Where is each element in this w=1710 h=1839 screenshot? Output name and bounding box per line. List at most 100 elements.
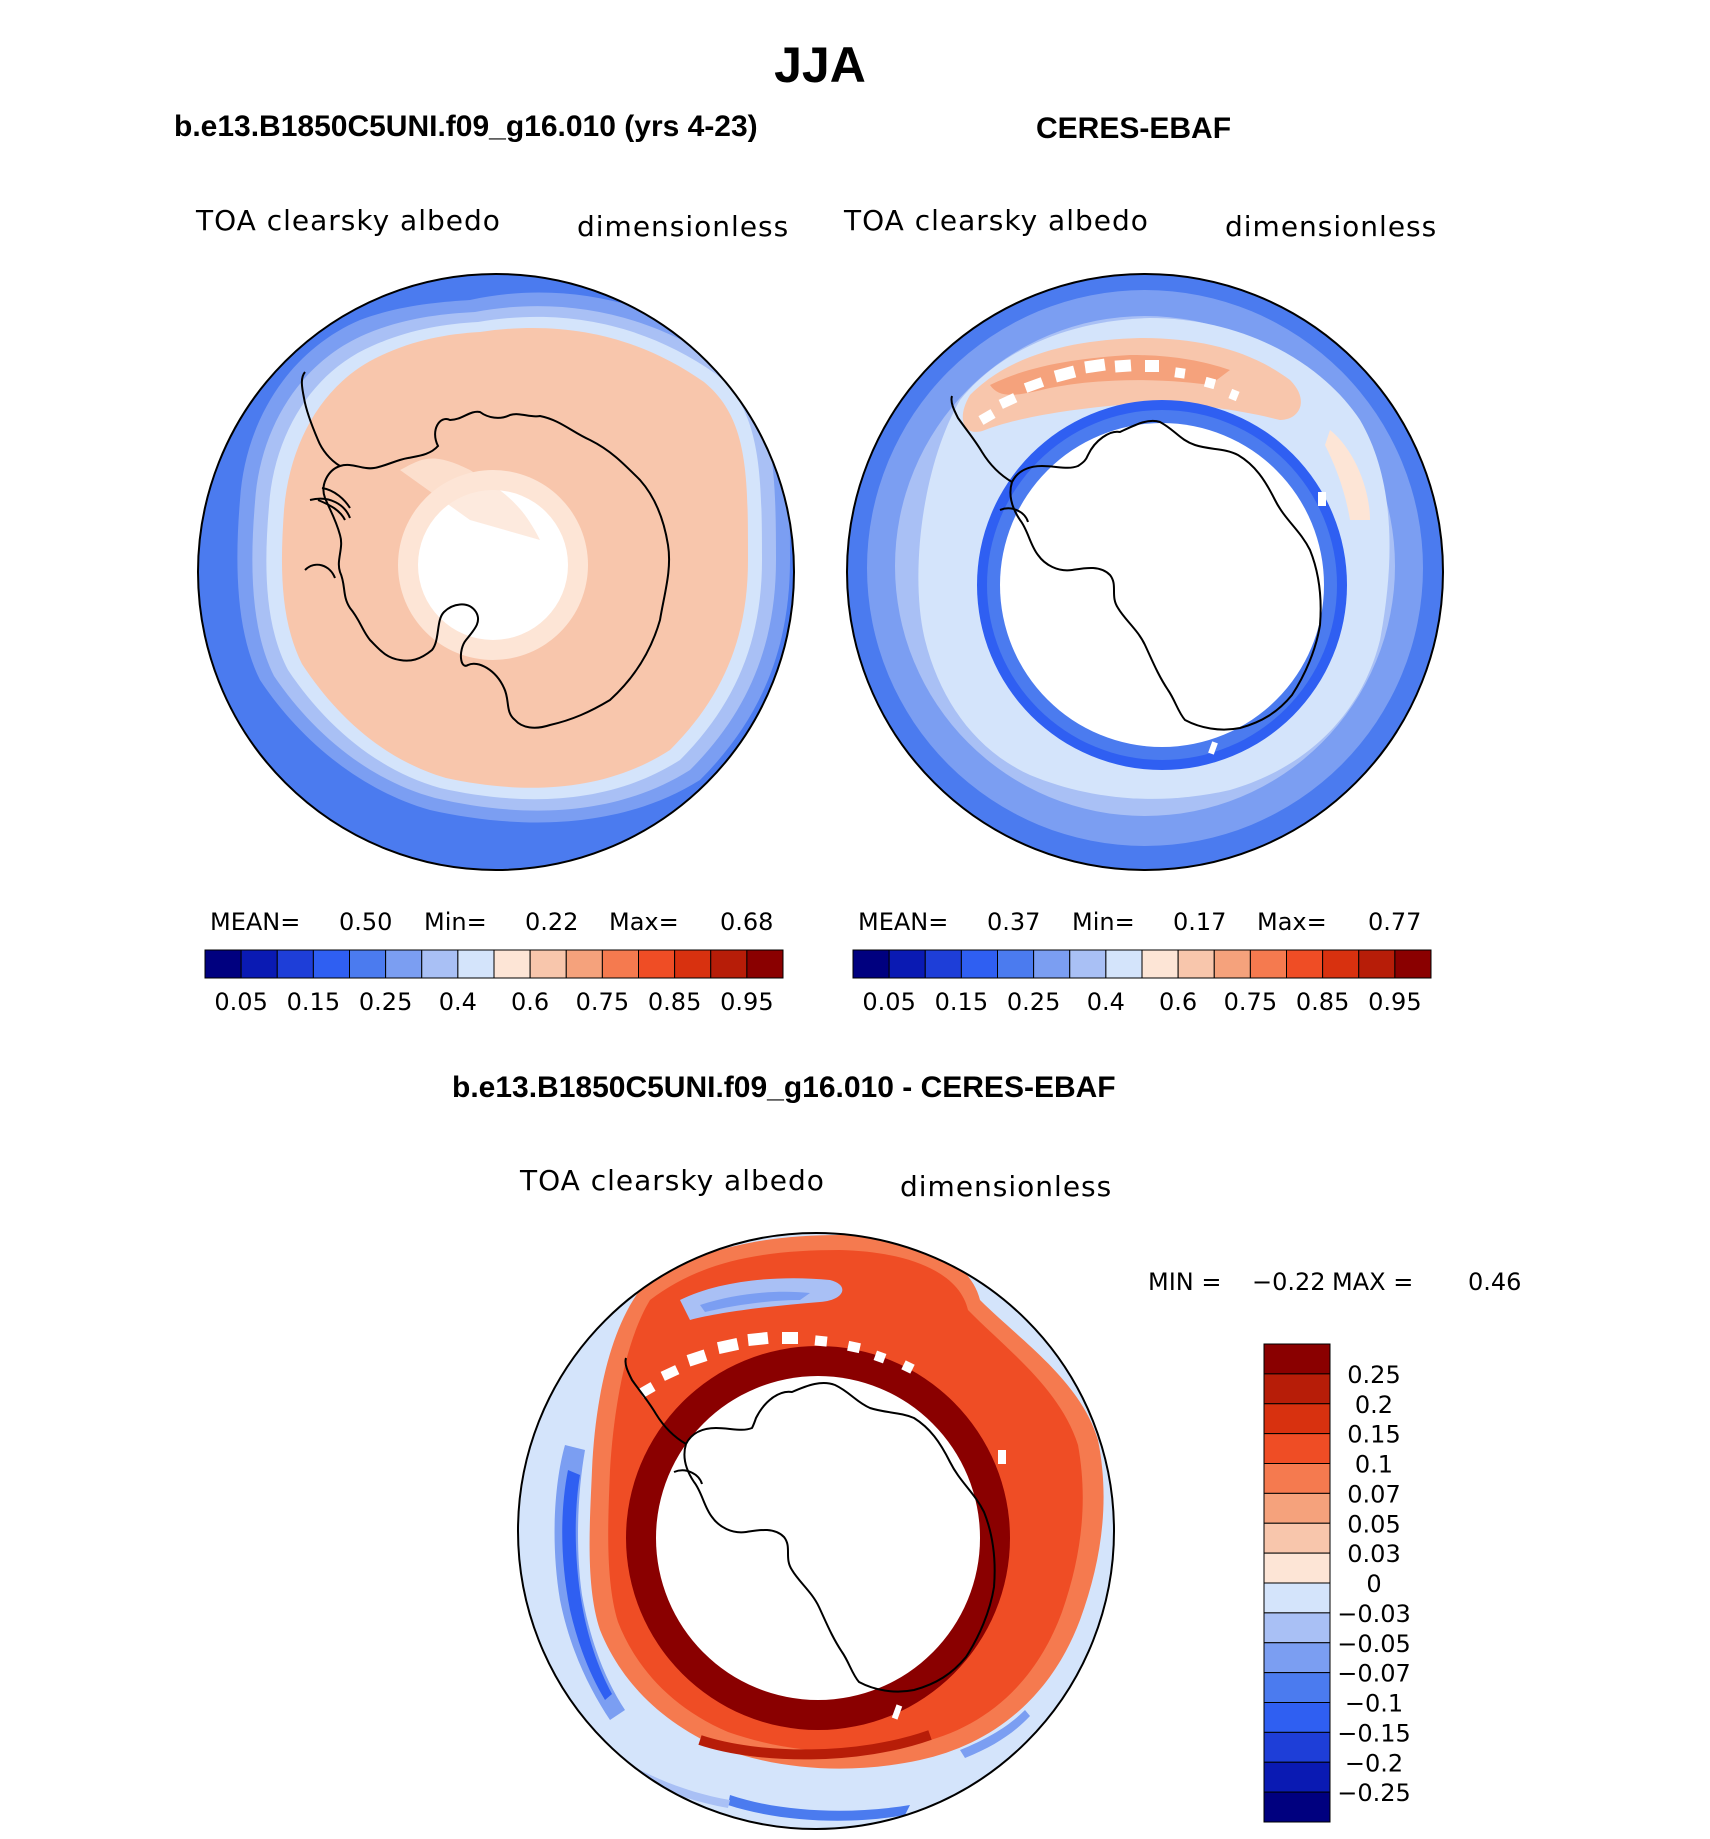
model-colorbar-swatch-8 bbox=[493, 949, 531, 979]
model-colorbar-swatch-13 bbox=[674, 949, 712, 979]
obs-colorbar-swatch-3 bbox=[960, 949, 998, 979]
diff-var-label: TOA clearsky albedo bbox=[520, 1164, 825, 1197]
obs-colorbar-tick-label: 0.05 bbox=[862, 988, 915, 1016]
diff-colorbar-tick-label: 0.15 bbox=[1347, 1421, 1400, 1449]
model-min-label: Min= bbox=[424, 908, 487, 936]
model-colorbar-swatch-10 bbox=[565, 949, 603, 979]
diff-colorbar-swatch-14 bbox=[1263, 1761, 1331, 1793]
model-colorbar-swatch-6 bbox=[421, 949, 459, 979]
model-colorbar-swatch-7 bbox=[457, 949, 495, 979]
obs-colorbar-swatch-9 bbox=[1177, 949, 1215, 979]
model-colorbar-tick-label: 0.95 bbox=[720, 988, 773, 1016]
obs-colorbar-tick-label: 0.6 bbox=[1159, 988, 1197, 1016]
obs-colorbar-swatch-1 bbox=[888, 949, 926, 979]
diff-min-label: MIN = bbox=[1148, 1268, 1222, 1296]
obs-panel-title: CERES-EBAF bbox=[1036, 112, 1232, 145]
model-colorbar-swatch-0 bbox=[204, 949, 242, 979]
diff-colorbar-swatch-0 bbox=[1263, 1343, 1331, 1375]
model-var-label: TOA clearsky albedo bbox=[196, 204, 501, 237]
diff-colorbar-swatch-13 bbox=[1263, 1731, 1331, 1763]
obs-colorbar-swatch-10 bbox=[1213, 949, 1251, 979]
diff-colorbar-tick-label: −0.03 bbox=[1337, 1600, 1411, 1628]
season-title: JJA bbox=[774, 37, 866, 93]
obs-colorbar-tick-label: 0.15 bbox=[935, 988, 988, 1016]
obs-colorbar-swatch-5 bbox=[1033, 949, 1071, 979]
model-colorbar-swatch-12 bbox=[638, 949, 676, 979]
model-colorbar-swatch-1 bbox=[240, 949, 278, 979]
obs-colorbar-swatch-15 bbox=[1394, 949, 1432, 979]
model-colorbar: 0.05 0.15 0.25 0.4 0.6 0.75 0.85 0.95 bbox=[204, 949, 784, 1016]
model-max-label: Max= bbox=[609, 908, 679, 936]
diff-colorbar-tick-label: 0.03 bbox=[1347, 1540, 1400, 1568]
diff-colorbar-tick-label: 0.2 bbox=[1355, 1391, 1393, 1419]
model-colorbar-tick-label: 0.85 bbox=[648, 988, 701, 1016]
obs-colorbar-swatch-2 bbox=[924, 949, 962, 979]
model-colorbar-swatch-14 bbox=[710, 949, 748, 979]
obs-units-label: dimensionless bbox=[1225, 210, 1438, 243]
obs-colorbar-tick-label: 0.4 bbox=[1087, 988, 1125, 1016]
diff-colorbar-tick-label: −0.25 bbox=[1337, 1779, 1411, 1807]
model-units-label: dimensionless bbox=[577, 210, 790, 243]
diff-colorbar-tick-label: −0.1 bbox=[1345, 1690, 1403, 1718]
model-colorbar-tick-label: 0.6 bbox=[511, 988, 549, 1016]
obs-colorbar-swatch-0 bbox=[852, 949, 890, 979]
model-colorbar-swatch-5 bbox=[385, 949, 423, 979]
obs-colorbar: 0.05 0.15 0.25 0.4 0.6 0.75 0.85 0.95 bbox=[852, 949, 1432, 1016]
model-mean-value: 0.50 bbox=[339, 908, 393, 936]
diff-colorbar-swatch-9 bbox=[1263, 1612, 1331, 1644]
obs-colorbar-tick-label: 0.75 bbox=[1224, 988, 1277, 1016]
model-polar-map bbox=[198, 274, 794, 870]
model-colorbar-swatch-3 bbox=[312, 949, 350, 979]
obs-mean-value: 0.37 bbox=[987, 908, 1041, 936]
diff-colorbar-swatch-4 bbox=[1263, 1463, 1331, 1494]
obs-min-label: Min= bbox=[1072, 908, 1135, 936]
obs-mean-label: MEAN= bbox=[858, 908, 949, 936]
diff-colorbar-swatch-6 bbox=[1263, 1522, 1331, 1554]
diff-colorbar-tick-label: 0 bbox=[1366, 1570, 1381, 1598]
diff-colorbar-tick-label: 0.25 bbox=[1347, 1361, 1400, 1389]
obs-coastline bbox=[1009, 419, 1322, 731]
model-colorbar-tick-label: 0.75 bbox=[576, 988, 629, 1016]
obs-var-label: TOA clearsky albedo bbox=[844, 204, 1149, 237]
diff-colorbar-swatch-5 bbox=[1263, 1492, 1331, 1524]
diff-max-label: MAX = bbox=[1332, 1268, 1414, 1296]
diff-colorbar-swatch-2 bbox=[1263, 1403, 1331, 1435]
obs-colorbar-swatch-11 bbox=[1249, 949, 1287, 979]
obs-colorbar-swatch-14 bbox=[1358, 949, 1396, 979]
diff-colorbar-swatch-10 bbox=[1263, 1642, 1331, 1674]
obs-polar-map bbox=[847, 274, 1443, 870]
diff-colorbar-swatch-12 bbox=[1263, 1702, 1331, 1733]
obs-max-label: Max= bbox=[1257, 908, 1327, 936]
obs-colorbar-tick-label: 0.95 bbox=[1368, 988, 1421, 1016]
diff-coastline bbox=[683, 1382, 996, 1693]
model-colorbar-swatch-9 bbox=[529, 949, 567, 979]
model-colorbar-swatch-2 bbox=[276, 949, 314, 979]
model-colorbar-swatch-4 bbox=[349, 949, 387, 979]
diff-units-label: dimensionless bbox=[900, 1170, 1113, 1203]
diff-panel-title: b.e13.B1850C5UNI.f09_g16.010 - CERES-EBA… bbox=[452, 1071, 1116, 1104]
diff-colorbar-swatch-8 bbox=[1263, 1582, 1331, 1614]
model-colorbar-tick-label: 0.25 bbox=[359, 988, 412, 1016]
obs-min-value: 0.17 bbox=[1173, 908, 1227, 936]
obs-colorbar-tick-label: 0.85 bbox=[1296, 988, 1349, 1016]
diff-polar-map bbox=[518, 1233, 1114, 1829]
model-panel-title: b.e13.B1850C5UNI.f09_g16.010 (yrs 4-23) bbox=[174, 110, 758, 143]
obs-colorbar-tick-label: 0.25 bbox=[1007, 988, 1060, 1016]
obs-max-value: 0.77 bbox=[1368, 908, 1422, 936]
diff-max-value: 0.46 bbox=[1468, 1268, 1522, 1296]
obs-colorbar-swatch-8 bbox=[1141, 949, 1179, 979]
obs-colorbar-swatch-6 bbox=[1069, 949, 1107, 979]
model-mean-label: MEAN= bbox=[210, 908, 301, 936]
diff-colorbar-swatch-11 bbox=[1263, 1672, 1331, 1703]
obs-colorbar-swatch-12 bbox=[1286, 949, 1324, 979]
diff-min-value: −0.22 bbox=[1252, 1268, 1326, 1296]
model-colorbar-tick-label: 0.4 bbox=[439, 988, 477, 1016]
model-colorbar-swatch-15 bbox=[746, 949, 784, 979]
diff-colorbar-swatch-15 bbox=[1263, 1791, 1331, 1823]
obs-colorbar-swatch-13 bbox=[1322, 949, 1360, 979]
diff-colorbar-tick-label: −0.07 bbox=[1337, 1660, 1411, 1688]
obs-colorbar-swatch-7 bbox=[1105, 949, 1143, 979]
diff-colorbar-tick-label: −0.05 bbox=[1337, 1630, 1411, 1658]
model-max-value: 0.68 bbox=[720, 908, 774, 936]
